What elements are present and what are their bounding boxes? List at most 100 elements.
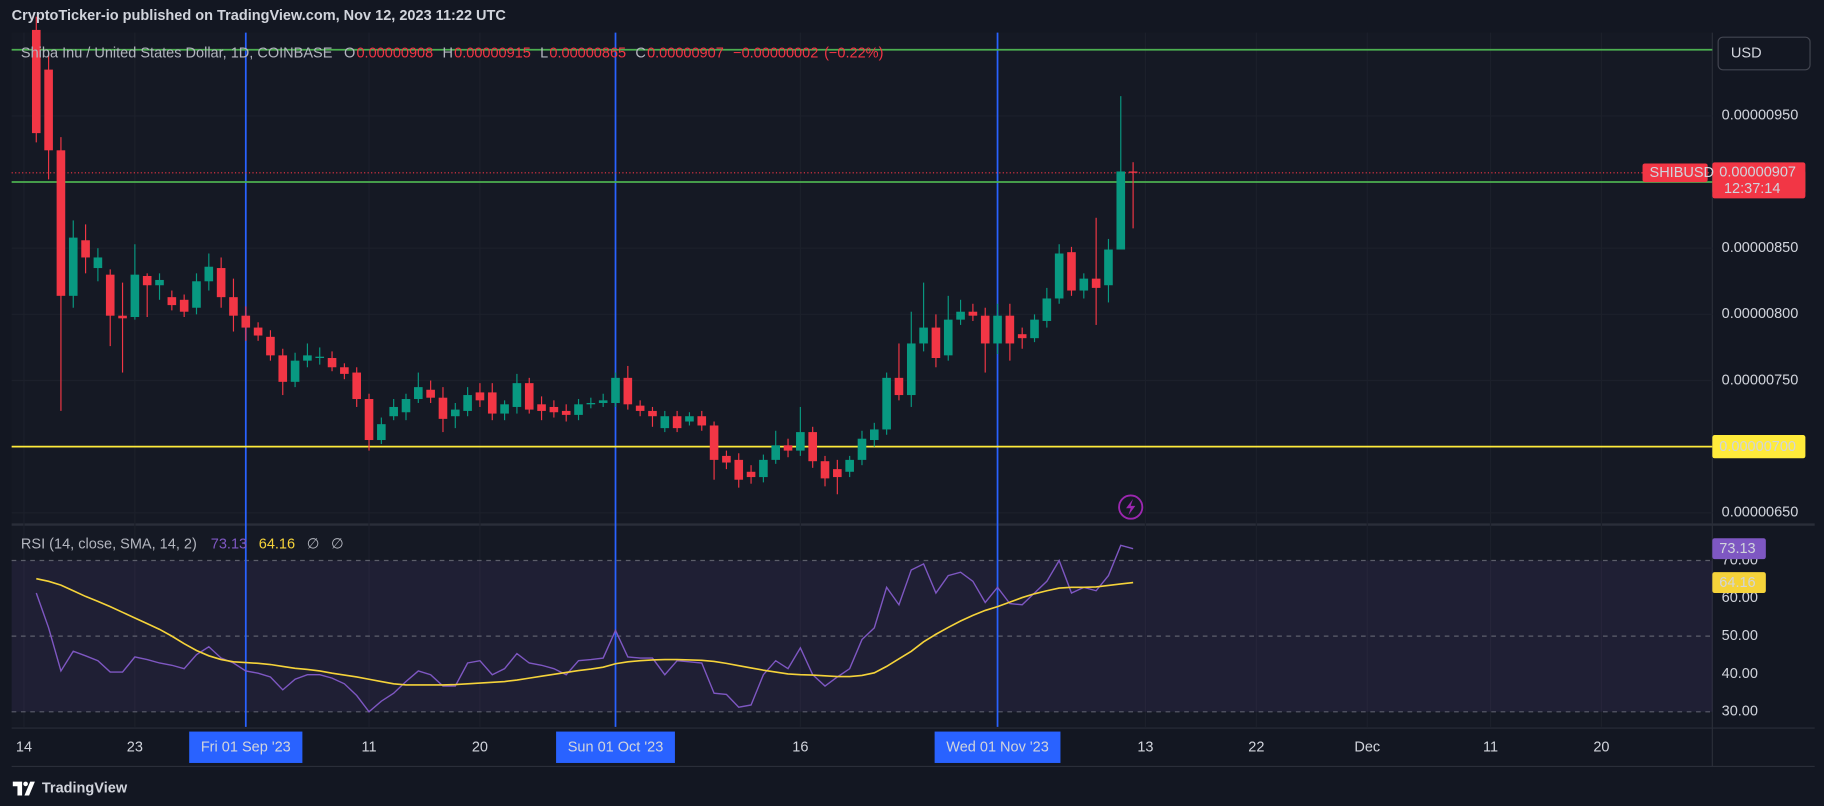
candle-body (660, 416, 670, 429)
candle-body (1116, 171, 1126, 250)
candle-body (463, 395, 472, 411)
candle-body (906, 343, 916, 396)
candle-body (709, 425, 719, 460)
candle-body (697, 416, 707, 426)
candle-body (759, 459, 768, 478)
candle-body (487, 392, 497, 414)
y-tick-label: 0.00000650 (1722, 505, 1799, 521)
candle-body (167, 297, 177, 306)
candle-body (44, 69, 53, 151)
candle-body (1042, 298, 1052, 321)
candle-body (894, 377, 904, 396)
candle-body (155, 279, 164, 286)
candle-body (968, 311, 978, 316)
candle-body (414, 387, 423, 400)
x-tick-label: 20 (1593, 740, 1609, 756)
candle-body (130, 274, 140, 317)
symbol-label-bg (1642, 163, 1708, 183)
rsi-legend-value: 64.16 (259, 536, 295, 552)
rsi-legend: RSI (14, close, SMA, 14, 2) 73.13 64.16 ∅ ∅ (21, 536, 344, 552)
rsi-placeholder: ∅ (307, 536, 320, 552)
candle-body (635, 405, 645, 411)
candle-body (796, 432, 805, 451)
candle-body (216, 268, 226, 298)
candle-body (1104, 249, 1113, 286)
rsi-value-label: 73.13 (1719, 541, 1755, 557)
currency-button[interactable] (1717, 36, 1811, 71)
candle-body (142, 275, 152, 286)
y-tick-label: 0.00000800 (1722, 306, 1799, 322)
rsi-legend-value: 73.13 (211, 536, 247, 552)
candle-body (253, 327, 263, 336)
candle-body (1017, 334, 1027, 339)
candle-body (377, 424, 386, 441)
candle-body (340, 367, 349, 374)
candle-body (808, 432, 817, 462)
candle-body (475, 392, 485, 401)
candle-body (1128, 171, 1138, 173)
legend-change: −0.00000002 (733, 45, 818, 61)
currency[interactable]: USD (1731, 45, 1762, 61)
candle-body (833, 469, 842, 478)
candle-body (993, 315, 1002, 344)
candle-body (81, 240, 90, 258)
candle-body (648, 410, 657, 417)
candle-body (56, 150, 66, 296)
candle-body (857, 438, 867, 460)
candle-body (574, 404, 583, 415)
logo-mark (12, 781, 35, 796)
candle-body (105, 274, 115, 316)
plot-layer: 0.00000650 0.00000750 0.00000800 0.00000850… (11, 16, 1806, 763)
legend-key: L (540, 45, 548, 61)
candle-body (179, 299, 189, 312)
alert-icon[interactable] (1118, 494, 1144, 520)
x-tick-highlight (934, 731, 1061, 763)
candle-body (734, 459, 744, 480)
candle-body (956, 311, 965, 320)
logo-dot (23, 781, 28, 787)
legend-value: 0.00000915 (454, 45, 531, 61)
candle-body (869, 429, 879, 441)
candle-body (685, 416, 694, 422)
rsi-value-label-bg (1712, 538, 1766, 560)
candle-body (820, 461, 830, 479)
candle-body (241, 315, 251, 328)
candle-body (93, 257, 103, 269)
level-label-bg (1712, 435, 1806, 459)
candle-body (882, 377, 891, 430)
rsi-tick-label: 30.00 (1722, 704, 1758, 720)
publisher: CryptoTicker-io published on TradingView… (12, 8, 507, 24)
candle-body (672, 416, 682, 429)
price-legend: Shiba Inu / United States Dollar, 1D, CO… (21, 45, 883, 61)
alert-circle[interactable] (1118, 494, 1144, 520)
rsi-tick-label: 50.00 (1722, 628, 1758, 644)
alert-bolt[interactable] (1126, 498, 1136, 516)
legend-change-percent: (−0.22%) (824, 45, 883, 61)
candle-body (204, 266, 214, 282)
candle-body (229, 297, 238, 316)
legend-key: H (443, 45, 453, 61)
candle-body (980, 315, 990, 344)
candle-body (327, 358, 337, 368)
legend-value: 0.00000865 (549, 45, 626, 61)
candle-body (943, 319, 953, 356)
candle-body (537, 404, 546, 411)
candle-body (771, 445, 781, 460)
brand: TradingView (42, 780, 128, 796)
candle-body (783, 445, 793, 451)
x-tick-label: Dec (1354, 740, 1380, 756)
level-label: 0.00000700 (1719, 439, 1796, 455)
candle-body (450, 409, 460, 417)
candle-body (364, 399, 374, 441)
candle-body (1030, 319, 1039, 339)
rsi-value-label-bg (1712, 572, 1766, 594)
candle-body (722, 455, 731, 463)
candle-body (598, 400, 608, 403)
candle-body (303, 355, 312, 361)
x-tick-label: 16 (792, 740, 808, 756)
candle-body (1054, 253, 1064, 299)
candle-body (266, 336, 275, 356)
y-tick-label: 0.00000750 (1722, 372, 1799, 388)
